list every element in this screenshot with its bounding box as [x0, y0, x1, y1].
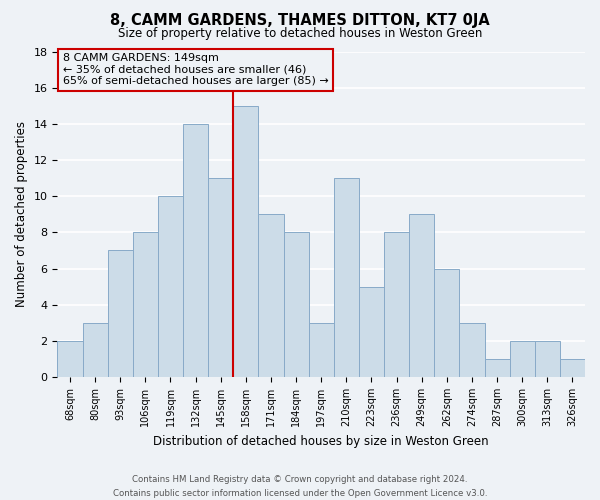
Bar	[83, 323, 107, 377]
X-axis label: Distribution of detached houses by size in Weston Green: Distribution of detached houses by size …	[154, 434, 489, 448]
Bar	[107, 250, 133, 377]
Text: Contains HM Land Registry data © Crown copyright and database right 2024.
Contai: Contains HM Land Registry data © Crown c…	[113, 476, 487, 498]
Text: 8 CAMM GARDENS: 149sqm
← 35% of detached houses are smaller (46)
65% of semi-det: 8 CAMM GARDENS: 149sqm ← 35% of detached…	[62, 53, 328, 86]
Bar	[334, 178, 359, 377]
Bar	[359, 286, 384, 377]
Bar	[509, 341, 535, 377]
Bar	[485, 359, 509, 377]
Bar	[208, 178, 233, 377]
Bar	[560, 359, 585, 377]
Bar	[233, 106, 259, 377]
Bar	[284, 232, 308, 377]
Y-axis label: Number of detached properties: Number of detached properties	[15, 122, 28, 308]
Bar	[158, 196, 183, 377]
Bar	[535, 341, 560, 377]
Bar	[133, 232, 158, 377]
Bar	[460, 323, 485, 377]
Bar	[434, 268, 460, 377]
Bar	[58, 341, 83, 377]
Bar	[183, 124, 208, 377]
Text: Size of property relative to detached houses in Weston Green: Size of property relative to detached ho…	[118, 28, 482, 40]
Text: 8, CAMM GARDENS, THAMES DITTON, KT7 0JA: 8, CAMM GARDENS, THAMES DITTON, KT7 0JA	[110, 12, 490, 28]
Bar	[409, 214, 434, 377]
Bar	[259, 214, 284, 377]
Bar	[308, 323, 334, 377]
Bar	[384, 232, 409, 377]
